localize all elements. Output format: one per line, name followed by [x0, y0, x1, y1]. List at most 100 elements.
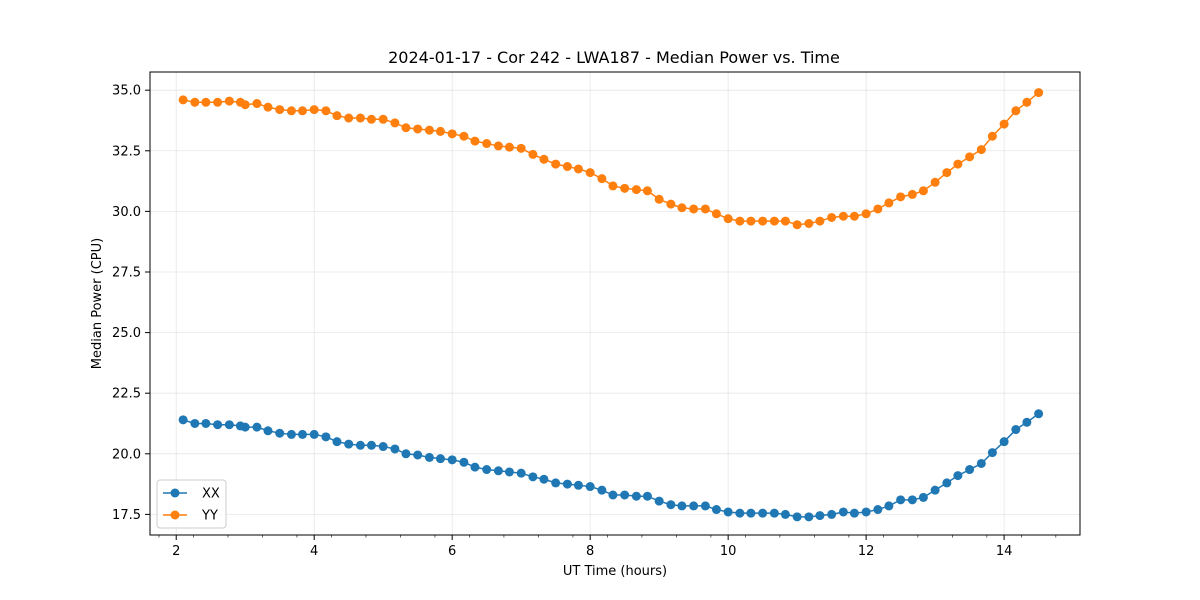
data-point-xx	[528, 472, 538, 482]
data-point-yy	[780, 216, 790, 226]
y-tick-label: 27.5	[112, 265, 141, 280]
data-point-xx	[378, 442, 388, 452]
y-tick-label: 25.0	[112, 326, 141, 341]
data-point-yy	[953, 159, 963, 169]
data-point-xx	[608, 490, 618, 500]
data-point-yy	[213, 97, 223, 107]
data-point-yy	[332, 111, 342, 121]
y-axis-ticks: 17.5 20.0 22.5 25.0 27.5 30.0 32.5 35.0	[112, 84, 150, 523]
x-tick-label: 8	[586, 544, 594, 559]
data-point-yy	[873, 204, 883, 214]
data-point-xx	[562, 479, 572, 489]
data-point-yy	[838, 211, 848, 221]
data-point-xx	[1034, 409, 1044, 419]
data-point-xx	[942, 478, 952, 488]
data-point-yy	[758, 216, 768, 226]
data-point-yy	[344, 113, 354, 123]
data-point-xx	[711, 505, 721, 515]
data-point-xx	[286, 429, 296, 439]
data-point-xx	[838, 507, 848, 517]
y-tick-label: 35.0	[112, 84, 141, 99]
chart-title: 2024-01-17 - Cor 242 - LWA187 - Median P…	[388, 48, 840, 67]
series-line-yy	[182, 92, 1040, 226]
data-point-xx	[918, 492, 928, 502]
data-point-yy	[562, 162, 572, 172]
data-point-xx	[332, 437, 342, 447]
data-point-xx	[700, 501, 710, 511]
data-point-yy	[286, 106, 296, 116]
data-point-xx	[953, 471, 963, 481]
data-point-xx	[620, 490, 630, 500]
data-point-xx	[413, 450, 423, 460]
data-point-yy	[804, 219, 814, 229]
data-point-yy	[918, 186, 928, 196]
data-point-yy	[735, 216, 745, 226]
data-point-yy	[504, 142, 514, 152]
data-point-xx	[849, 508, 859, 518]
data-point-yy	[378, 114, 388, 124]
data-point-yy	[965, 152, 975, 162]
data-point-xx	[1022, 417, 1032, 427]
data-point-yy	[459, 131, 469, 141]
data-point-xx	[390, 444, 400, 454]
data-point-xx	[573, 480, 583, 490]
data-point-yy	[240, 100, 250, 110]
data-point-xx	[201, 418, 211, 428]
data-point-yy	[585, 168, 595, 178]
data-point-yy	[309, 105, 319, 115]
data-point-yy	[297, 106, 307, 116]
data-point-xx	[321, 432, 331, 442]
data-point-xx	[459, 457, 469, 467]
y-tick-label: 22.5	[112, 387, 141, 402]
data-point-yy	[792, 220, 802, 230]
data-point-yy	[539, 154, 549, 164]
data-point-xx	[965, 465, 975, 475]
data-point-yy	[551, 159, 561, 169]
x-tick-label: 4	[310, 544, 318, 559]
data-point-xx	[224, 420, 234, 430]
data-point-xx	[987, 448, 997, 458]
data-point-yy	[201, 97, 211, 107]
data-point-xx	[435, 454, 445, 464]
data-point-yy	[884, 198, 894, 208]
data-point-xx	[884, 501, 894, 511]
data-point-yy	[631, 185, 641, 195]
data-point-yy	[516, 143, 526, 153]
data-point-xx	[366, 440, 376, 450]
series-xx	[178, 409, 1044, 522]
data-point-xx	[642, 491, 652, 501]
data-point-xx	[213, 420, 223, 430]
data-point-xx	[401, 449, 411, 459]
y-tick-label: 32.5	[112, 144, 141, 159]
legend-label-xx: XX	[202, 487, 220, 502]
data-point-yy	[366, 114, 376, 124]
data-point-yy	[447, 129, 457, 139]
data-point-xx	[827, 509, 837, 519]
data-point-yy	[815, 216, 825, 226]
data-point-xx	[447, 455, 457, 465]
data-point-yy	[700, 204, 710, 214]
legend-label-yy: YY	[201, 509, 218, 524]
legend: XX YY	[156, 479, 227, 529]
data-point-yy	[942, 168, 952, 178]
data-point-yy	[861, 209, 871, 219]
data-point-yy	[413, 124, 423, 134]
x-tick-label: 14	[996, 544, 1013, 559]
legend-item-yy: YY	[163, 509, 218, 524]
data-point-yy	[849, 211, 859, 221]
data-point-xx	[677, 501, 687, 511]
y-tick-label: 17.5	[112, 508, 141, 523]
x-tick-label: 2	[172, 544, 180, 559]
data-point-xx	[1011, 425, 1021, 435]
data-point-yy	[930, 177, 940, 187]
data-point-xx	[482, 465, 492, 475]
data-point-yy	[224, 96, 234, 106]
data-point-xx	[504, 467, 514, 477]
data-point-xx	[275, 428, 285, 438]
plot-frame	[149, 71, 1081, 536]
data-point-yy	[190, 97, 200, 107]
data-point-xx	[792, 512, 802, 522]
data-point-xx	[769, 508, 779, 518]
data-point-yy	[470, 136, 480, 146]
data-point-xx	[907, 495, 917, 505]
